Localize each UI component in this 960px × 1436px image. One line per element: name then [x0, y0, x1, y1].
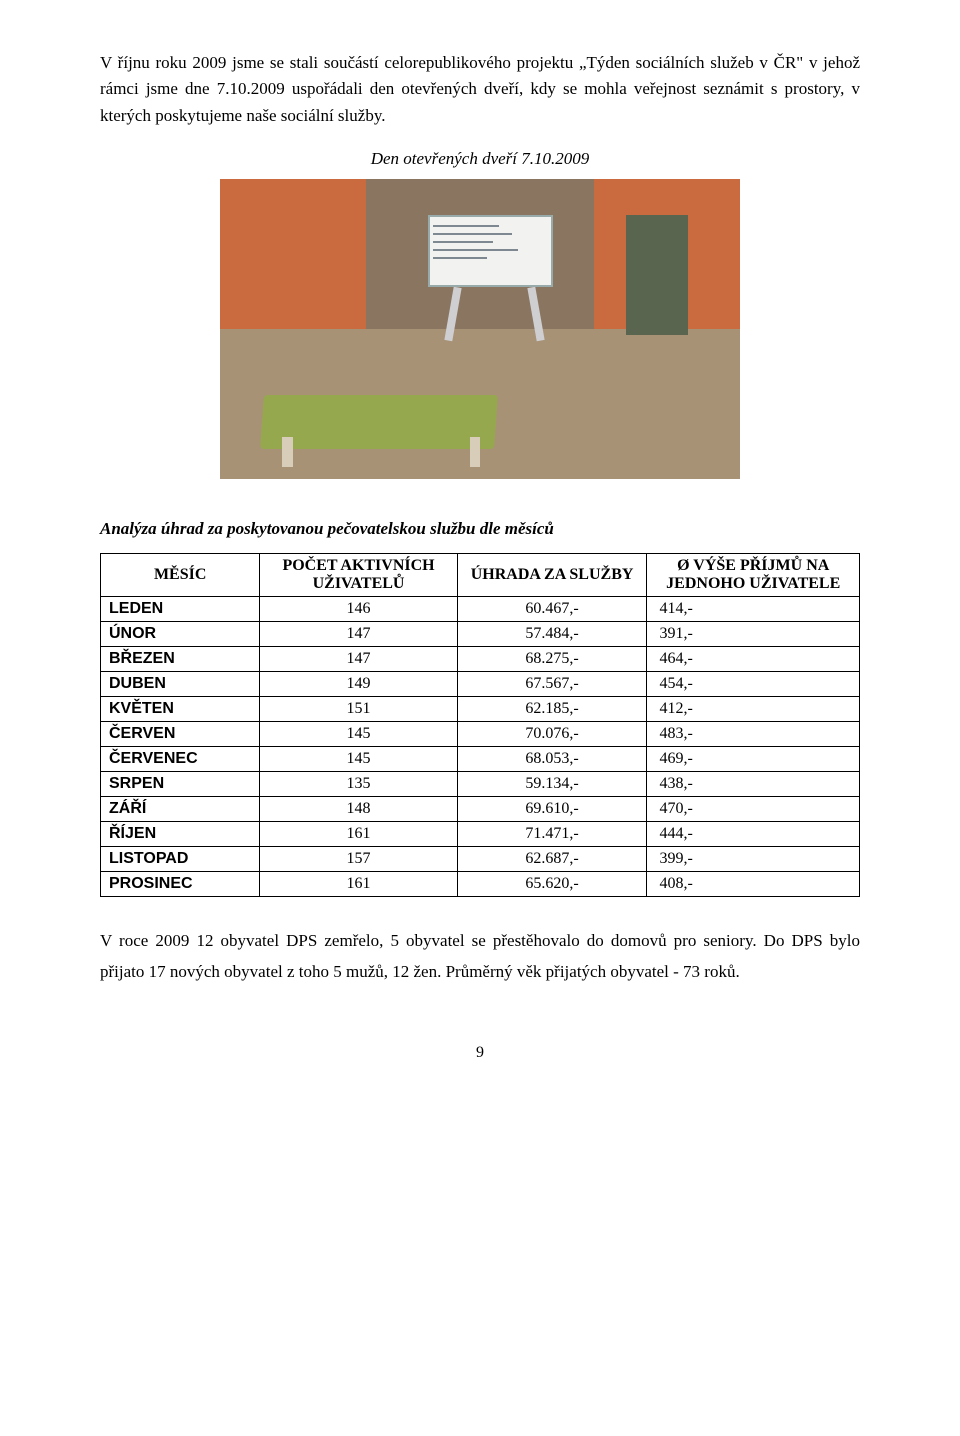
photo-table-leg: [470, 437, 480, 467]
cell-payment: 62.185,-: [457, 697, 647, 722]
cell-avg-income: 438,-: [647, 772, 860, 797]
cell-payment: 65.620,-: [457, 872, 647, 897]
table-row: PROSINEC16165.620,-408,-: [101, 872, 860, 897]
cell-month: ŘÍJEN: [101, 822, 260, 847]
cell-payment: 57.484,-: [457, 622, 647, 647]
cell-active-users: 149: [260, 672, 457, 697]
table-row: ZÁŘÍ14869.610,-470,-: [101, 797, 860, 822]
cell-avg-income: 454,-: [647, 672, 860, 697]
cell-month: KVĚTEN: [101, 697, 260, 722]
cell-payment: 71.471,-: [457, 822, 647, 847]
cell-active-users: 145: [260, 722, 457, 747]
cell-month: ZÁŘÍ: [101, 797, 260, 822]
payments-table-body: LEDEN14660.467,-414,-ÚNOR14757.484,-391,…: [101, 597, 860, 897]
photo-table: [260, 395, 498, 449]
cell-payment: 70.076,-: [457, 722, 647, 747]
photo-whiteboard-text: [433, 241, 493, 243]
image-caption: Den otevřených dveří 7.10.2009: [100, 149, 860, 169]
photo-whiteboard: [428, 215, 553, 287]
cell-active-users: 147: [260, 647, 457, 672]
cell-active-users: 145: [260, 747, 457, 772]
table-row: ČERVENEC14568.053,-469,-: [101, 747, 860, 772]
cell-payment: 67.567,-: [457, 672, 647, 697]
photo-table-leg: [282, 437, 292, 467]
photo-whiteboard-text: [433, 249, 518, 251]
cell-payment: 69.610,-: [457, 797, 647, 822]
photo-door: [626, 215, 688, 335]
cell-payment: 68.053,-: [457, 747, 647, 772]
cell-month: ČERVEN: [101, 722, 260, 747]
cell-avg-income: 483,-: [647, 722, 860, 747]
cell-month: ČERVENEC: [101, 747, 260, 772]
col-header-month: MĚSÍC: [101, 554, 260, 597]
table-row: SRPEN13559.134,-438,-: [101, 772, 860, 797]
cell-month: PROSINEC: [101, 872, 260, 897]
col-header-payment: ÚHRADA ZA SLUŽBY: [457, 554, 647, 597]
cell-avg-income: 414,-: [647, 597, 860, 622]
cell-active-users: 151: [260, 697, 457, 722]
photo-whiteboard-text: [433, 233, 512, 235]
cell-month: BŘEZEN: [101, 647, 260, 672]
table-row: ČERVEN14570.076,-483,-: [101, 722, 860, 747]
cell-avg-income: 444,-: [647, 822, 860, 847]
cell-payment: 68.275,-: [457, 647, 647, 672]
cell-active-users: 135: [260, 772, 457, 797]
photo-whiteboard-text: [433, 257, 487, 259]
photo-whiteboard-text: [433, 225, 499, 227]
cell-active-users: 161: [260, 872, 457, 897]
page-number: 9: [100, 1044, 860, 1062]
cell-active-users: 161: [260, 822, 457, 847]
open-day-photo: [220, 179, 740, 479]
table-row: LISTOPAD15762.687,-399,-: [101, 847, 860, 872]
table-row: ŘÍJEN16171.471,-444,-: [101, 822, 860, 847]
photo-wall-left: [220, 179, 366, 344]
table-row: DUBEN14967.567,-454,-: [101, 672, 860, 697]
cell-avg-income: 412,-: [647, 697, 860, 722]
cell-avg-income: 464,-: [647, 647, 860, 672]
document-page: V říjnu roku 2009 jsme se stali součástí…: [0, 0, 960, 1436]
cell-month: LEDEN: [101, 597, 260, 622]
cell-avg-income: 391,-: [647, 622, 860, 647]
cell-payment: 62.687,-: [457, 847, 647, 872]
cell-avg-income: 469,-: [647, 747, 860, 772]
table-row: ÚNOR14757.484,-391,-: [101, 622, 860, 647]
col-header-active-users: POČET AKTIVNÍCH UŽIVATELŮ: [260, 554, 457, 597]
cell-avg-income: 408,-: [647, 872, 860, 897]
cell-active-users: 148: [260, 797, 457, 822]
cell-active-users: 157: [260, 847, 457, 872]
cell-active-users: 147: [260, 622, 457, 647]
cell-payment: 60.467,-: [457, 597, 647, 622]
col-header-avg-income: Ø VÝŠE PŘÍJMŮ NA JEDNOHO UŽIVATELE: [647, 554, 860, 597]
cell-month: SRPEN: [101, 772, 260, 797]
table-row: BŘEZEN14768.275,-464,-: [101, 647, 860, 672]
intro-paragraph: V říjnu roku 2009 jsme se stali součástí…: [100, 50, 860, 129]
cell-avg-income: 470,-: [647, 797, 860, 822]
cell-month: ÚNOR: [101, 622, 260, 647]
cell-avg-income: 399,-: [647, 847, 860, 872]
cell-active-users: 146: [260, 597, 457, 622]
cell-payment: 59.134,-: [457, 772, 647, 797]
cell-month: LISTOPAD: [101, 847, 260, 872]
table-row: LEDEN14660.467,-414,-: [101, 597, 860, 622]
cell-month: DUBEN: [101, 672, 260, 697]
payments-table: MĚSÍC POČET AKTIVNÍCH UŽIVATELŮ ÚHRADA Z…: [100, 553, 860, 897]
table-title: Analýza úhrad za poskytovanou pečovatels…: [100, 519, 860, 539]
summary-paragraph: V roce 2009 12 obyvatel DPS zemřelo, 5 o…: [100, 925, 860, 988]
table-row: KVĚTEN15162.185,-412,-: [101, 697, 860, 722]
